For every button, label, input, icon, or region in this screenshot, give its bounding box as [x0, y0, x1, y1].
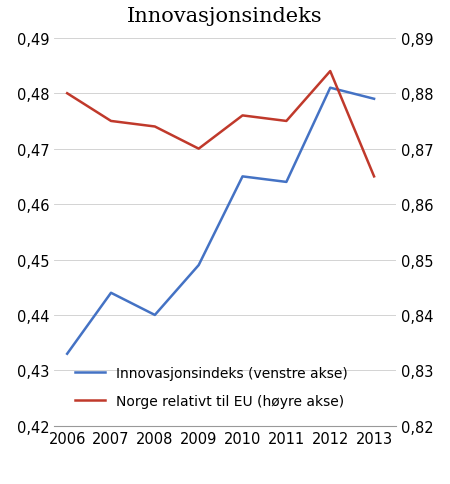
Norge relativt til EU (høyre akse): [108, 119, 114, 124]
Title: Innovasjonsindeks: Innovasjonsindeks: [127, 7, 323, 26]
Line: Norge relativt til EU (høyre akse): Norge relativt til EU (høyre akse): [67, 72, 374, 177]
Norge relativt til EU (høyre akse): [64, 91, 70, 97]
Innovasjonsindeks (venstre akse): [284, 180, 289, 185]
Line: Innovasjonsindeks (venstre akse): Innovasjonsindeks (venstre akse): [67, 89, 374, 354]
Innovasjonsindeks (venstre akse): [64, 351, 70, 357]
Legend: Innovasjonsindeks (venstre akse), Norge relativt til EU (høyre akse): Innovasjonsindeks (venstre akse), Norge …: [68, 360, 355, 415]
Norge relativt til EU (høyre akse): [240, 113, 245, 119]
Innovasjonsindeks (venstre akse): [240, 174, 245, 180]
Norge relativt til EU (høyre akse): [371, 174, 377, 180]
Norge relativt til EU (høyre akse): [196, 147, 202, 152]
Innovasjonsindeks (venstre akse): [371, 97, 377, 103]
Innovasjonsindeks (venstre akse): [328, 86, 333, 91]
Norge relativt til EU (høyre akse): [328, 69, 333, 75]
Norge relativt til EU (høyre akse): [284, 119, 289, 124]
Innovasjonsindeks (venstre akse): [196, 263, 202, 269]
Innovasjonsindeks (venstre akse): [152, 312, 158, 318]
Innovasjonsindeks (venstre akse): [108, 290, 114, 296]
Norge relativt til EU (høyre akse): [152, 124, 158, 130]
